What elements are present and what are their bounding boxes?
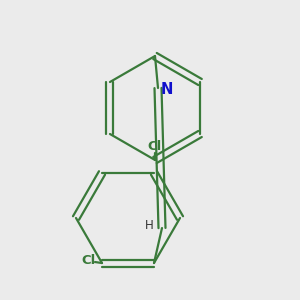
Text: Cl: Cl [148,140,162,152]
Text: N: N [161,82,173,97]
Text: Cl: Cl [81,254,95,266]
Text: H: H [145,218,153,232]
